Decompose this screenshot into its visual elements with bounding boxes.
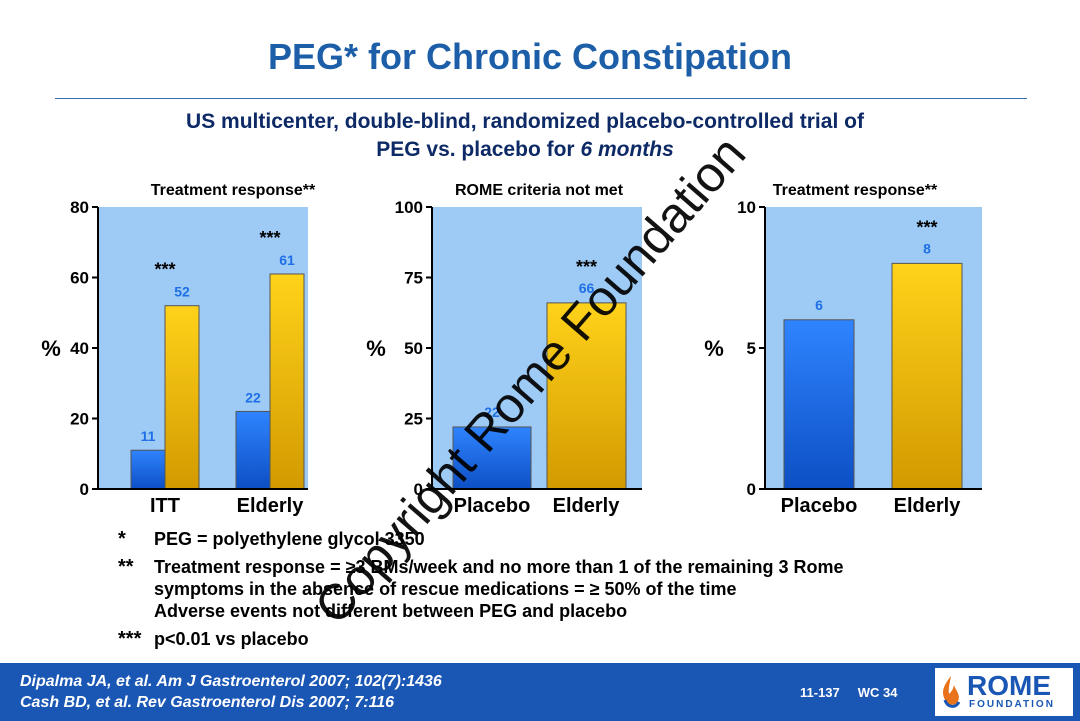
references: Dipalma JA, et al. Am J Gastroenterol 20…	[20, 671, 442, 713]
bar-value-label: 52	[174, 284, 190, 300]
bar-placebo	[452, 426, 532, 490]
chart-title: Treatment response**	[151, 182, 316, 199]
bar-placebo-itt	[130, 449, 166, 490]
significance-marker: ***	[259, 228, 280, 248]
title-divider	[55, 98, 1027, 99]
footnote-2: ** Treatment response = ≥3 BMs/week and …	[118, 556, 1018, 622]
y-tick-label: 40	[70, 339, 89, 358]
bar-peg-itt	[164, 305, 200, 490]
x-category-label: Elderly	[553, 495, 621, 517]
footnote-mark: *	[118, 528, 126, 550]
chart-title: ROME criteria not met	[455, 182, 624, 199]
y-tick-label: 10	[737, 198, 756, 217]
bar-value-label: 11	[141, 428, 156, 444]
y-tick-label: 0	[747, 480, 756, 499]
bar-value-label: 61	[279, 252, 295, 268]
y-tick-label: 20	[70, 410, 89, 429]
bar-value-label: 8	[923, 240, 931, 256]
logo-text: ROME	[967, 670, 1051, 701]
footnote-line: Adverse events not different between PEG…	[154, 601, 628, 621]
bar-value-label: 6	[815, 297, 823, 313]
x-category-label: ITT	[150, 495, 180, 517]
footnote-line: Treatment response = ≥3 BMs/week and no …	[154, 557, 844, 577]
slide-code-1: 11-137	[800, 685, 840, 700]
footnote-3: *** p<0.01 vs placebo	[118, 628, 1018, 650]
flame-icon	[943, 676, 961, 708]
footer-bar: Dipalma JA, et al. Am J Gastroenterol 20…	[0, 663, 1080, 721]
footnote-mark: ***	[118, 628, 142, 650]
significance-marker: ***	[576, 257, 597, 277]
footnotes: * PEG = polyethylene glycol 3350 ** Trea…	[118, 528, 1018, 656]
footnote-text: p<0.01 vs placebo	[154, 628, 1018, 650]
x-category-label: Elderly	[237, 495, 305, 517]
significance-marker: ***	[916, 217, 937, 237]
subtitle-line-2: PEG vs. placebo for 6 months	[0, 136, 1050, 164]
logo-subtext: FOUNDATION	[969, 699, 1055, 710]
charts-area: Treatment response**020406080%11522261IT…	[41, 182, 982, 517]
footnote-line: symptoms in the absence of rescue medica…	[154, 579, 737, 599]
x-category-label: Placebo	[781, 495, 858, 517]
y-tick-label: 5	[747, 339, 756, 358]
footnote-line: PEG = polyethylene glycol 3350	[154, 529, 425, 549]
reference-1: Dipalma JA, et al. Am J Gastroenterol 20…	[20, 673, 442, 690]
y-axis-label: %	[41, 336, 61, 361]
subtitle-line-1: US multicenter, double-blind, randomized…	[186, 110, 864, 133]
reference-2: Cash BD, et al. Rev Gastroenterol Dis 20…	[20, 694, 395, 711]
slide-codes: 11-137 WC 34	[800, 685, 916, 700]
footnote-text: Treatment response = ≥3 BMs/week and no …	[154, 556, 1018, 622]
bar-value-label: 22	[245, 389, 261, 405]
y-tick-label: 100	[395, 198, 423, 217]
x-category-label: Placebo	[454, 495, 531, 517]
bar-placebo	[783, 319, 855, 490]
bar-value-label: 22	[484, 404, 500, 420]
y-tick-label: 80	[70, 198, 89, 217]
y-tick-label: 25	[404, 410, 423, 429]
x-category-label: Elderly	[894, 495, 962, 517]
slide-code-2: WC 34	[857, 685, 898, 700]
significance-marker: ***	[154, 260, 175, 280]
slide-title: PEG* for Chronic Constipation	[267, 36, 792, 77]
slide-subtitle: US multicenter, double-blind, randomized…	[0, 108, 1050, 164]
y-tick-label: 50	[404, 339, 423, 358]
y-tick-label: 0	[414, 480, 423, 499]
y-axis-label: %	[366, 336, 386, 361]
y-tick-label: 0	[80, 480, 89, 499]
bar-value-label: 66	[579, 280, 595, 296]
y-tick-label: 60	[70, 269, 89, 288]
footnote-1: * PEG = polyethylene glycol 3350	[118, 528, 1018, 550]
bar-peg-elderly	[269, 273, 305, 490]
rome-foundation-logo: ROME FOUNDATION	[935, 668, 1073, 716]
bar-elderly	[891, 262, 963, 490]
chart-title: Treatment response**	[773, 182, 938, 199]
subtitle-duration: 6 months	[580, 138, 674, 161]
bar-placebo-elderly	[235, 410, 271, 490]
bar-elderly	[546, 302, 627, 490]
subtitle-line-2-prefix: PEG vs. placebo for	[376, 138, 581, 161]
footnote-line: p<0.01 vs placebo	[154, 629, 309, 649]
y-axis-label: %	[704, 336, 724, 361]
footnote-mark: **	[118, 556, 134, 578]
y-tick-label: 75	[404, 269, 423, 288]
footnote-text: PEG = polyethylene glycol 3350	[154, 528, 1018, 550]
